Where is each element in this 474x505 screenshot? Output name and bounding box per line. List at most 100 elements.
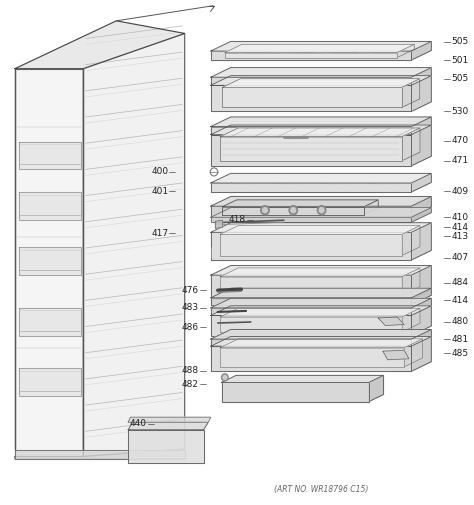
Polygon shape bbox=[210, 68, 431, 77]
Polygon shape bbox=[397, 44, 414, 58]
Polygon shape bbox=[83, 33, 185, 457]
Polygon shape bbox=[210, 51, 411, 60]
Polygon shape bbox=[411, 266, 431, 299]
Text: 476: 476 bbox=[182, 286, 199, 295]
Polygon shape bbox=[402, 226, 420, 256]
Polygon shape bbox=[210, 288, 431, 298]
Polygon shape bbox=[210, 329, 431, 339]
Polygon shape bbox=[210, 208, 431, 217]
Polygon shape bbox=[15, 21, 185, 69]
Circle shape bbox=[261, 206, 269, 215]
Circle shape bbox=[289, 206, 298, 215]
Polygon shape bbox=[18, 192, 81, 220]
Polygon shape bbox=[210, 173, 431, 183]
Polygon shape bbox=[210, 232, 411, 260]
Polygon shape bbox=[402, 79, 420, 108]
Text: 484: 484 bbox=[451, 278, 468, 287]
Polygon shape bbox=[220, 317, 402, 332]
Polygon shape bbox=[411, 306, 431, 336]
Polygon shape bbox=[411, 125, 431, 166]
Polygon shape bbox=[220, 339, 422, 347]
Polygon shape bbox=[221, 382, 369, 401]
Polygon shape bbox=[18, 368, 81, 396]
Text: 505: 505 bbox=[451, 74, 469, 83]
Text: 401: 401 bbox=[151, 186, 168, 195]
Polygon shape bbox=[210, 306, 431, 316]
Polygon shape bbox=[210, 135, 411, 166]
Text: 410: 410 bbox=[451, 213, 468, 222]
Polygon shape bbox=[220, 347, 404, 367]
Text: 485: 485 bbox=[451, 349, 468, 358]
Polygon shape bbox=[411, 336, 431, 371]
Polygon shape bbox=[225, 44, 414, 53]
Polygon shape bbox=[18, 308, 81, 336]
Polygon shape bbox=[222, 207, 364, 215]
Circle shape bbox=[263, 208, 267, 213]
Polygon shape bbox=[383, 350, 409, 360]
Text: 414: 414 bbox=[451, 296, 468, 305]
Circle shape bbox=[221, 374, 228, 381]
Polygon shape bbox=[210, 336, 431, 346]
Polygon shape bbox=[210, 266, 431, 275]
Circle shape bbox=[223, 375, 227, 379]
Polygon shape bbox=[15, 69, 83, 457]
Polygon shape bbox=[128, 422, 209, 430]
Text: 501: 501 bbox=[451, 56, 469, 65]
Polygon shape bbox=[210, 85, 411, 112]
Polygon shape bbox=[220, 308, 420, 317]
Polygon shape bbox=[220, 277, 402, 295]
Polygon shape bbox=[210, 346, 411, 371]
Polygon shape bbox=[210, 298, 431, 308]
Polygon shape bbox=[364, 200, 378, 215]
Polygon shape bbox=[15, 450, 185, 459]
Polygon shape bbox=[402, 128, 420, 161]
Text: 530: 530 bbox=[451, 107, 469, 116]
Polygon shape bbox=[18, 247, 81, 275]
Polygon shape bbox=[411, 68, 431, 85]
Polygon shape bbox=[402, 308, 420, 332]
Polygon shape bbox=[220, 234, 402, 256]
Polygon shape bbox=[210, 298, 411, 305]
Polygon shape bbox=[210, 223, 431, 232]
Polygon shape bbox=[210, 339, 411, 346]
Polygon shape bbox=[18, 142, 81, 169]
Text: 488: 488 bbox=[182, 366, 199, 375]
Text: 414: 414 bbox=[451, 223, 468, 232]
Polygon shape bbox=[222, 79, 420, 87]
Polygon shape bbox=[369, 375, 383, 401]
Polygon shape bbox=[411, 298, 431, 316]
Polygon shape bbox=[210, 206, 411, 216]
Polygon shape bbox=[220, 128, 420, 137]
Polygon shape bbox=[221, 375, 383, 382]
Circle shape bbox=[291, 208, 296, 213]
Polygon shape bbox=[210, 41, 431, 51]
Circle shape bbox=[317, 206, 326, 215]
Polygon shape bbox=[210, 117, 431, 127]
Text: 418: 418 bbox=[229, 215, 246, 224]
Polygon shape bbox=[210, 183, 411, 192]
Polygon shape bbox=[378, 317, 404, 326]
Polygon shape bbox=[128, 417, 210, 422]
Polygon shape bbox=[220, 226, 420, 234]
Polygon shape bbox=[222, 200, 378, 207]
Text: 400: 400 bbox=[151, 168, 168, 176]
Text: 470: 470 bbox=[451, 136, 468, 145]
Polygon shape bbox=[215, 220, 222, 228]
Polygon shape bbox=[210, 217, 411, 222]
Text: 505: 505 bbox=[451, 37, 469, 46]
Polygon shape bbox=[411, 288, 431, 305]
Text: 407: 407 bbox=[451, 253, 468, 262]
Polygon shape bbox=[210, 316, 411, 336]
Polygon shape bbox=[210, 77, 411, 85]
Polygon shape bbox=[411, 173, 431, 192]
Polygon shape bbox=[210, 308, 411, 316]
Polygon shape bbox=[220, 137, 402, 161]
Text: 482: 482 bbox=[182, 380, 199, 389]
Polygon shape bbox=[210, 127, 411, 135]
Polygon shape bbox=[128, 430, 204, 463]
Text: 480: 480 bbox=[451, 318, 468, 327]
Text: 486: 486 bbox=[182, 323, 199, 332]
Polygon shape bbox=[222, 87, 402, 108]
Text: 471: 471 bbox=[451, 157, 468, 165]
Text: 483: 483 bbox=[182, 304, 199, 313]
